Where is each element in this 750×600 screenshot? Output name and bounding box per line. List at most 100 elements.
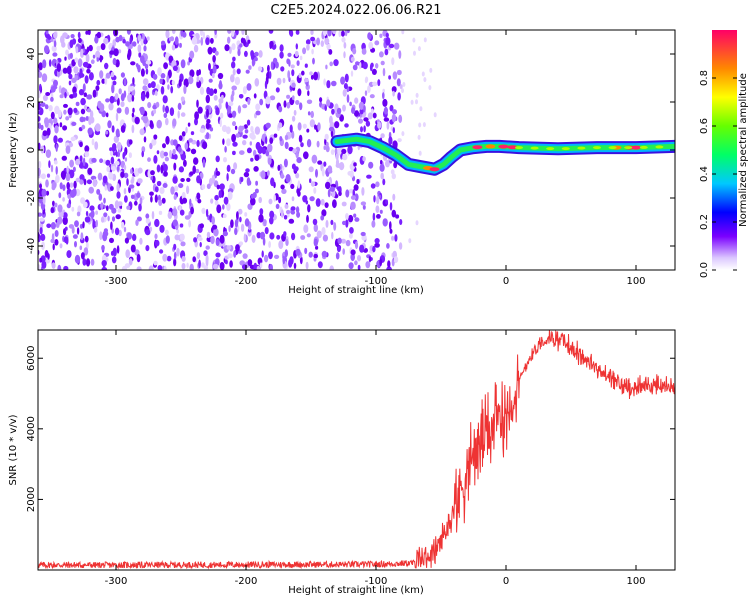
noise-speck [159,224,165,233]
noise-speck [75,177,81,183]
noise-speck [83,178,87,186]
noise-speck [273,194,277,202]
noise-speck [197,198,202,204]
noise-speck [138,203,142,212]
noise-speck [103,37,109,45]
noise-speck [78,59,83,65]
noise-speck [66,203,71,209]
noise-speck [153,134,158,140]
noise-speck [80,48,84,55]
noise-speck [236,211,239,220]
noise-speck [330,129,334,138]
noise-speck [109,237,114,244]
noise-speck [261,147,266,155]
noise-speck [94,35,99,44]
noise-speck [226,173,229,182]
noise-speck [139,237,143,245]
noise-speck [112,247,117,257]
noise-speck [199,128,206,134]
noise-speck [88,118,92,126]
noise-speck [116,166,120,171]
noise-speck [151,138,157,146]
noise-speck [386,121,390,130]
noise-speck [131,95,135,102]
noise-speck [174,234,180,241]
noise-speck [401,30,405,35]
noise-speck [365,120,371,127]
noise-speck [371,220,376,228]
noise-speck [232,56,236,62]
noise-speck [63,265,69,270]
noise-speck [61,41,66,48]
noise-speck [242,104,248,109]
colorbar: 0.0 0.2 0.4 0.6 0.8 Normalized spectral ampl… [699,30,749,278]
noise-speck [313,253,319,259]
noise-speck [290,183,295,189]
noise-speck [62,184,66,191]
noise-speck [383,106,388,115]
noise-speck [236,68,241,75]
noise-speck [321,227,326,236]
noise-speck [238,125,244,133]
y-tick-label: 40 [26,48,37,61]
noise-speck [342,89,347,97]
noise-speck [326,99,331,107]
noise-speck [132,107,135,113]
noise-speck [309,196,315,202]
y-tick-label: -40 [26,238,37,254]
noise-speck [189,69,195,78]
noise-speck [363,105,366,113]
noise-speck [306,128,310,133]
noise-speck [176,229,180,234]
noise-speck [239,43,243,48]
noise-speck [342,104,346,112]
noise-speck [387,260,391,268]
noise-speck [141,150,144,158]
noise-speck [210,37,214,44]
noise-speck [379,51,384,58]
noise-speck [264,227,269,235]
noise-speck [130,244,136,253]
noise-speck [209,127,214,132]
noise-speck [239,216,242,223]
noise-speck [295,172,300,179]
noise-speck [38,71,43,78]
noise-speck [178,135,183,142]
signal-hotspot [429,167,440,172]
noise-speck [116,191,121,199]
noise-speck [317,122,321,131]
noise-speck [293,262,297,269]
noise-speck [255,110,261,116]
noise-speck [57,264,62,270]
noise-speck [354,217,360,222]
noise-speck [269,264,273,270]
noise-speck [38,116,41,122]
noise-speck [222,204,225,210]
signal-hotspot [507,145,518,150]
noise-speck [251,234,256,243]
noise-speck [38,160,42,169]
noise-speck [327,165,333,173]
noise-speck [156,164,161,173]
noise-speck [140,68,145,77]
noise-speck [97,172,103,181]
snr-axes: -300 -200 -100 0 100 2000 4000 6000 [26,330,675,587]
noise-speck [189,198,192,207]
noise-speck [186,262,189,268]
noise-speck [304,63,308,68]
noise-speck [177,146,182,153]
noise-speck [242,253,248,259]
signal-patch [608,146,617,150]
noise-speck [375,181,380,188]
noise-speck [212,224,218,230]
noise-speck [95,210,98,215]
noise-speck [140,55,145,64]
noise-speck [189,263,194,270]
noise-speck [356,178,360,185]
noise-speck [268,241,271,248]
noise-speck [95,123,101,132]
noise-speck [105,205,109,212]
noise-speck [316,37,320,46]
noise-speck [87,30,91,36]
noise-speck [410,99,414,105]
